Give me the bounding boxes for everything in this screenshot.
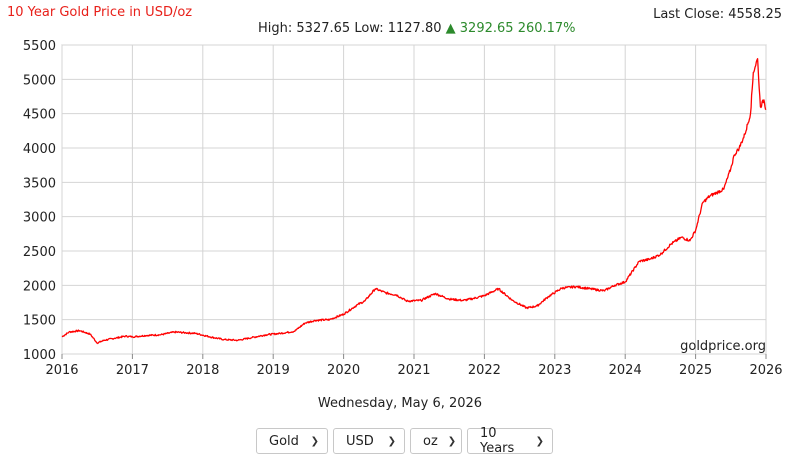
chevron-down-icon: ❯	[387, 435, 396, 447]
current-date: Wednesday, May 6, 2026	[317, 396, 483, 411]
last-close: Last Close: 4558.25	[653, 7, 782, 22]
unit-select-value: oz	[423, 433, 438, 449]
chart-title: 10 Year Gold Price in USD/oz	[7, 5, 193, 20]
y-tick-label: 5000	[23, 73, 56, 88]
y-tick-label: 3000	[23, 211, 56, 226]
last-close-label: Last Close:	[653, 7, 725, 22]
y-tick-label: 2000	[23, 279, 56, 294]
x-tick-label: 2020	[327, 363, 360, 378]
y-tick-label: 1500	[23, 314, 56, 329]
y-tick-label: 2500	[23, 245, 56, 260]
metal-select-value: Gold	[269, 433, 299, 449]
grid	[61, 44, 767, 359]
high-label: High:	[258, 21, 293, 36]
range-select[interactable]: 10 Years ❯	[467, 426, 553, 456]
change-value: 3292.65	[459, 21, 514, 36]
y-tick-label: 3500	[23, 176, 56, 191]
last-close-value: 4558.25	[728, 7, 782, 22]
x-tick-label: 2021	[397, 363, 430, 378]
high-value: 5327.65	[296, 21, 351, 36]
x-tick-label: 2023	[538, 363, 571, 378]
metal-select[interactable]: Gold ❯	[256, 428, 328, 454]
x-tick-label: 2024	[609, 363, 642, 378]
low-label: Low:	[354, 21, 384, 36]
y-tick-label: 5500	[23, 39, 56, 54]
chart-selectors: Gold ❯ USD ❯ oz ❯ 10 Years ❯	[256, 426, 553, 456]
chevron-down-icon: ❯	[310, 435, 319, 447]
x-tick-label: 2019	[257, 363, 290, 378]
x-tick-label: 2025	[679, 363, 712, 378]
x-tick-label: 2026	[749, 363, 782, 378]
low-value: 1127.80	[387, 21, 442, 36]
series-line	[61, 58, 767, 345]
change-up-arrow-icon: ▲	[445, 21, 456, 36]
x-tick-label: 2018	[186, 363, 219, 378]
gold-price-chart: 1000 1500 2000 2500 3000 3500 4000 4500 5000 5500…	[23, 39, 783, 378]
x-tick-label: 2022	[468, 363, 501, 378]
range-select-value: 10 Years	[480, 426, 515, 456]
chevron-down-icon: ❯	[447, 435, 457, 447]
axis-ticks: 1000 1500 2000 2500 3000 3500 4000 4500 5000 5500…	[23, 39, 783, 378]
y-tick-label: 1000	[23, 348, 56, 363]
price-stats: High: 5327.65 Low: 1127.80 ▲ 3292.65 260…	[258, 21, 576, 36]
change-percent: 260.17%	[517, 21, 576, 36]
y-tick-label: 4000	[23, 142, 56, 157]
x-tick-label: 2017	[116, 363, 149, 378]
watermark-text: goldprice.org	[680, 339, 766, 354]
currency-select[interactable]: USD ❯	[333, 428, 405, 454]
x-tick-label: 2016	[45, 363, 78, 378]
unit-select[interactable]: oz ❯	[410, 428, 462, 454]
currency-select-value: USD	[346, 433, 374, 449]
chevron-down-icon: ❯	[535, 435, 544, 447]
y-tick-label: 4500	[23, 108, 56, 123]
